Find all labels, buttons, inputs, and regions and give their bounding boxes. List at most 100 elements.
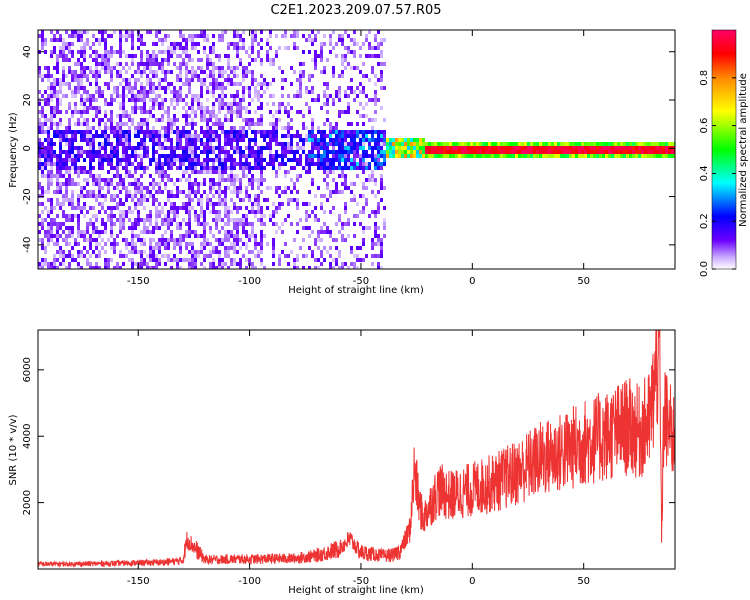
heatmap-cell xyxy=(119,82,122,86)
heatmap-cell xyxy=(308,34,311,38)
heatmap-cell xyxy=(275,222,278,226)
heatmap-cell xyxy=(317,266,320,269)
heatmap-cell xyxy=(377,98,380,102)
heatmap-cell xyxy=(59,186,62,190)
heatmap-cell xyxy=(632,146,635,150)
heatmap-cell xyxy=(203,34,206,38)
heatmap-cell xyxy=(632,142,635,146)
heatmap-cell xyxy=(74,130,77,134)
heatmap-cell xyxy=(368,162,371,166)
heatmap-cell xyxy=(179,90,182,94)
heatmap-cell xyxy=(314,266,317,269)
heatmap-cell xyxy=(260,38,263,42)
heatmap-cell xyxy=(194,158,197,162)
heatmap-cell xyxy=(383,222,386,226)
heatmap-cell xyxy=(62,222,65,226)
heatmap-cell xyxy=(74,154,77,158)
heatmap-cell xyxy=(206,158,209,162)
heatmap-cell xyxy=(359,258,362,262)
heatmap-cell xyxy=(185,242,188,246)
heatmap-cell xyxy=(50,94,53,98)
heatmap-cell xyxy=(149,78,152,82)
heatmap-cell xyxy=(263,234,266,238)
heatmap-cell xyxy=(287,102,290,106)
heatmap-cell xyxy=(80,62,83,66)
heatmap-cell xyxy=(128,114,131,118)
heatmap-cell xyxy=(329,142,332,146)
heatmap-cell xyxy=(347,122,350,126)
heatmap-cell xyxy=(128,126,131,130)
heatmap-cell xyxy=(83,230,86,234)
heatmap-cell xyxy=(134,102,137,106)
heatmap-cell xyxy=(86,226,89,230)
heatmap-cell xyxy=(77,242,80,246)
heatmap-cell xyxy=(212,70,215,74)
heatmap-cell xyxy=(86,126,89,130)
heatmap-cell xyxy=(62,130,65,134)
heatmap-cell xyxy=(347,94,350,98)
heatmap-cell xyxy=(122,150,125,154)
heatmap-cell xyxy=(383,154,386,158)
heatmap-cell xyxy=(197,78,200,82)
heatmap-cell xyxy=(56,242,59,246)
heatmap-cell xyxy=(215,98,218,102)
heatmap-cell xyxy=(83,202,86,206)
heatmap-cell xyxy=(161,50,164,54)
heatmap-cell xyxy=(224,202,227,206)
heatmap-cell xyxy=(377,158,380,162)
heatmap-cell xyxy=(71,90,74,94)
heatmap-cell xyxy=(62,50,65,54)
heatmap-cell xyxy=(155,54,158,58)
heatmap-cell xyxy=(245,186,248,190)
heatmap-cell xyxy=(329,134,332,138)
heatmap-cell xyxy=(53,218,56,222)
heatmap-cell xyxy=(155,134,158,138)
heatmap-cell xyxy=(68,262,71,266)
heatmap-cell xyxy=(143,122,146,126)
heatmap-cell xyxy=(374,38,377,42)
heatmap-cell xyxy=(197,202,200,206)
heatmap-cell xyxy=(47,190,50,194)
heatmap-cell xyxy=(272,134,275,138)
heatmap-cell xyxy=(347,110,350,114)
heatmap-cell xyxy=(251,42,254,46)
heatmap-cell xyxy=(371,54,374,58)
heatmap-cell xyxy=(92,222,95,226)
heatmap-cell xyxy=(65,82,68,86)
heatmap-cell xyxy=(335,94,338,98)
heatmap-cell xyxy=(62,182,65,186)
heatmap-cell xyxy=(104,138,107,142)
heatmap-cell xyxy=(257,98,260,102)
heatmap-cell xyxy=(197,134,200,138)
heatmap-cell xyxy=(92,106,95,110)
heatmap-cell xyxy=(581,150,584,154)
heatmap-cell xyxy=(251,70,254,74)
heatmap-cell xyxy=(326,142,329,146)
heatmap-cell xyxy=(362,162,365,166)
heatmap-cell xyxy=(53,78,56,82)
heatmap-cell xyxy=(50,122,53,126)
heatmap-cell xyxy=(191,110,194,114)
heatmap-cell xyxy=(173,62,176,66)
heatmap-cell xyxy=(188,182,191,186)
heatmap-cell xyxy=(380,142,383,146)
heatmap-cell xyxy=(296,110,299,114)
heatmap-cell xyxy=(155,42,158,46)
heatmap-cell xyxy=(464,150,467,154)
heatmap-cell xyxy=(257,154,260,158)
heatmap-cell xyxy=(218,102,221,106)
heatmap-cell xyxy=(185,178,188,182)
heatmap-cell xyxy=(134,246,137,250)
heatmap-cell xyxy=(95,230,98,234)
heatmap-cell xyxy=(116,154,119,158)
heatmap-cell xyxy=(353,90,356,94)
heatmap-cell xyxy=(389,138,392,142)
heatmap-cell xyxy=(131,242,134,246)
heatmap-cell xyxy=(119,94,122,98)
heatmap-cell xyxy=(254,134,257,138)
heatmap-cell xyxy=(200,142,203,146)
heatmap-cell xyxy=(164,138,167,142)
heatmap-cell xyxy=(104,158,107,162)
heatmap-cell xyxy=(200,210,203,214)
heatmap-cell xyxy=(260,250,263,254)
